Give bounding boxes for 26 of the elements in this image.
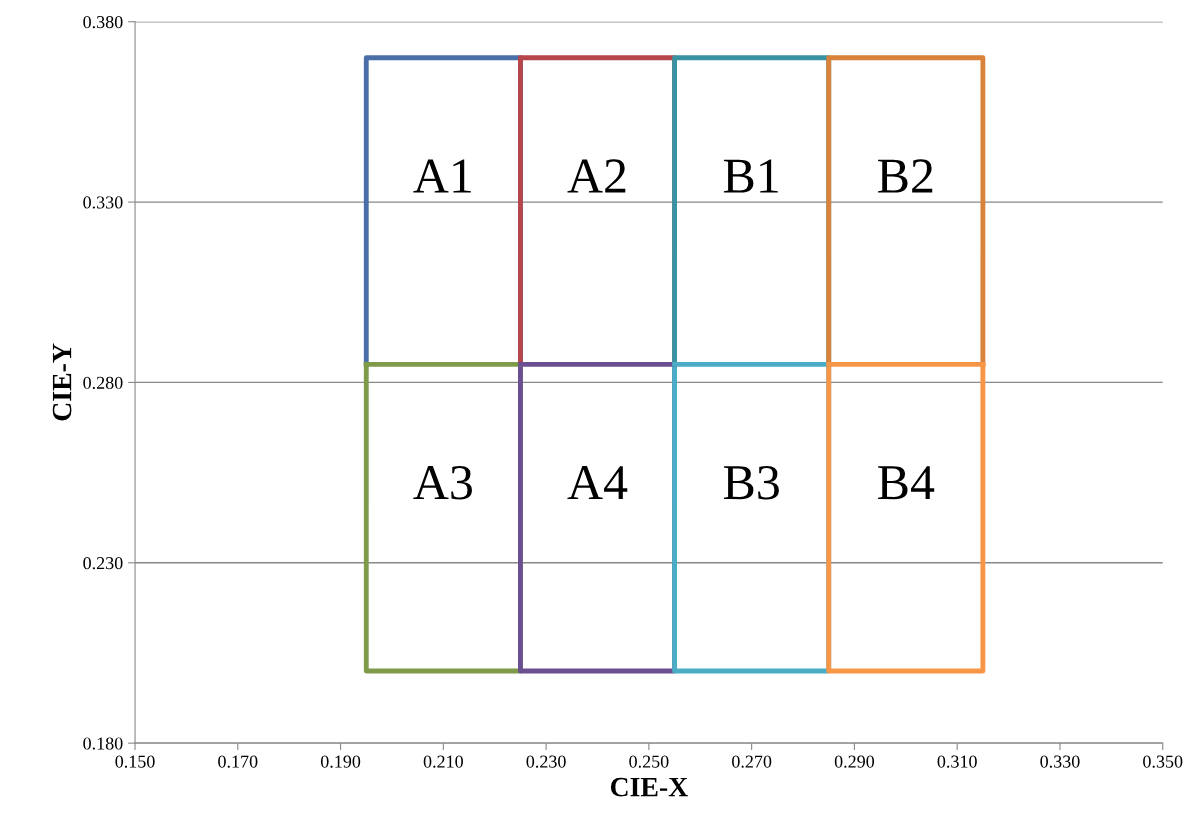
y-tick-label: 0.280 [83,376,123,389]
series-label: B1 [723,159,778,193]
series-label: A3 [413,465,472,500]
series-label: B4 [878,466,935,500]
series-label: B3 [723,465,779,500]
x-tick-label: 0.190 [320,755,361,768]
x-tick-label: 0.270 [732,755,772,768]
x-tick-label: 0.290 [834,755,875,768]
series-label: A1 [413,159,471,193]
x-tick-label: 0.170 [218,755,258,768]
y-axis-title: CIE-Y [52,343,72,421]
x-tick-label: 0.250 [629,755,669,768]
x-tick-label: 0.350 [1143,755,1183,768]
x-tick-label: 0.310 [937,755,977,768]
series-label: B2 [878,159,933,193]
y-tick-label: 0.180 [83,737,123,750]
series-label: A2 [567,159,626,193]
x-axis-title: CIE-X [610,777,688,797]
y-tick-label: 0.380 [83,15,123,29]
series-label: A4 [567,466,628,500]
x-tick-label: 0.150 [115,755,155,768]
x-tick-label: 0.330 [1040,755,1080,768]
x-tick-label: 0.210 [423,755,463,768]
x-tick-label: 0.230 [526,755,566,768]
y-tick-label: 0.230 [83,557,123,570]
y-tick-label: 0.330 [83,196,123,209]
